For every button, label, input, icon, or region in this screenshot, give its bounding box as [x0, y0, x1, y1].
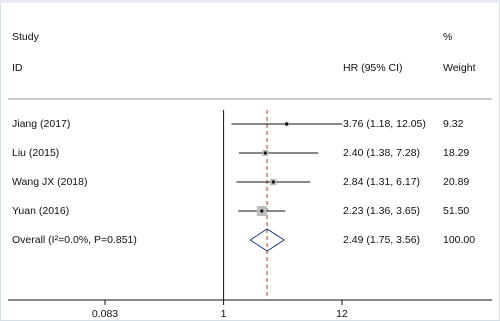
header-estimate: HR (95% CI): [343, 62, 403, 74]
weight-label: 20.89: [443, 176, 469, 188]
weight-label: 100.00: [443, 234, 475, 246]
study-label: Overall (I²=0.0%, P=0.851): [12, 234, 137, 246]
x-tick-label: 1: [221, 308, 227, 320]
estimate-label: 2.23 (1.36, 3.65): [343, 205, 420, 217]
x-tick-label: 0.083: [92, 308, 118, 320]
estimate-point: [263, 151, 267, 155]
study-label: Yuan (2016): [12, 205, 69, 217]
top-band: [0, 0, 500, 3]
weight-label: 9.32: [443, 118, 464, 130]
estimate-point: [285, 122, 289, 126]
header-id: ID: [12, 62, 23, 74]
header-study: Study: [12, 31, 40, 43]
estimate-label: 2.49 (1.75, 3.56): [343, 234, 420, 246]
estimate-label: 2.84 (1.31, 6.17): [343, 176, 420, 188]
weight-label: 51.50: [443, 205, 469, 217]
estimate-point: [271, 180, 275, 184]
header-weight: Weight: [443, 62, 476, 74]
estimate-label: 2.40 (1.38, 7.28): [343, 147, 420, 159]
header-percent: %: [443, 31, 452, 43]
study-label: Jiang (2017): [12, 118, 70, 130]
estimate-point: [260, 209, 264, 213]
overall-diamond: [249, 228, 286, 252]
estimate-label: 3.76 (1.18, 12.05): [343, 118, 426, 130]
x-tick-label: 12: [336, 308, 348, 320]
study-label: Liu (2015): [12, 147, 59, 159]
study-label: Wang JX (2018): [12, 176, 87, 188]
weight-label: 18.29: [443, 147, 469, 159]
